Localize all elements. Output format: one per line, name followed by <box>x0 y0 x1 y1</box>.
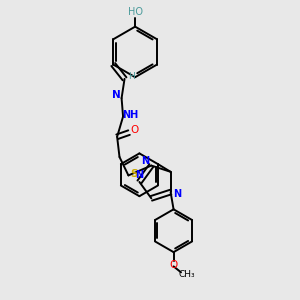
Text: O: O <box>169 260 178 270</box>
Text: N: N <box>112 90 121 100</box>
Text: S: S <box>130 169 137 179</box>
Text: N: N <box>141 156 149 167</box>
Text: CH₃: CH₃ <box>178 270 195 279</box>
Text: NH: NH <box>122 110 138 120</box>
Text: HO: HO <box>128 7 142 17</box>
Text: N: N <box>173 190 181 200</box>
Text: O: O <box>131 124 139 135</box>
Text: H: H <box>128 72 134 81</box>
Text: N: N <box>135 170 143 180</box>
